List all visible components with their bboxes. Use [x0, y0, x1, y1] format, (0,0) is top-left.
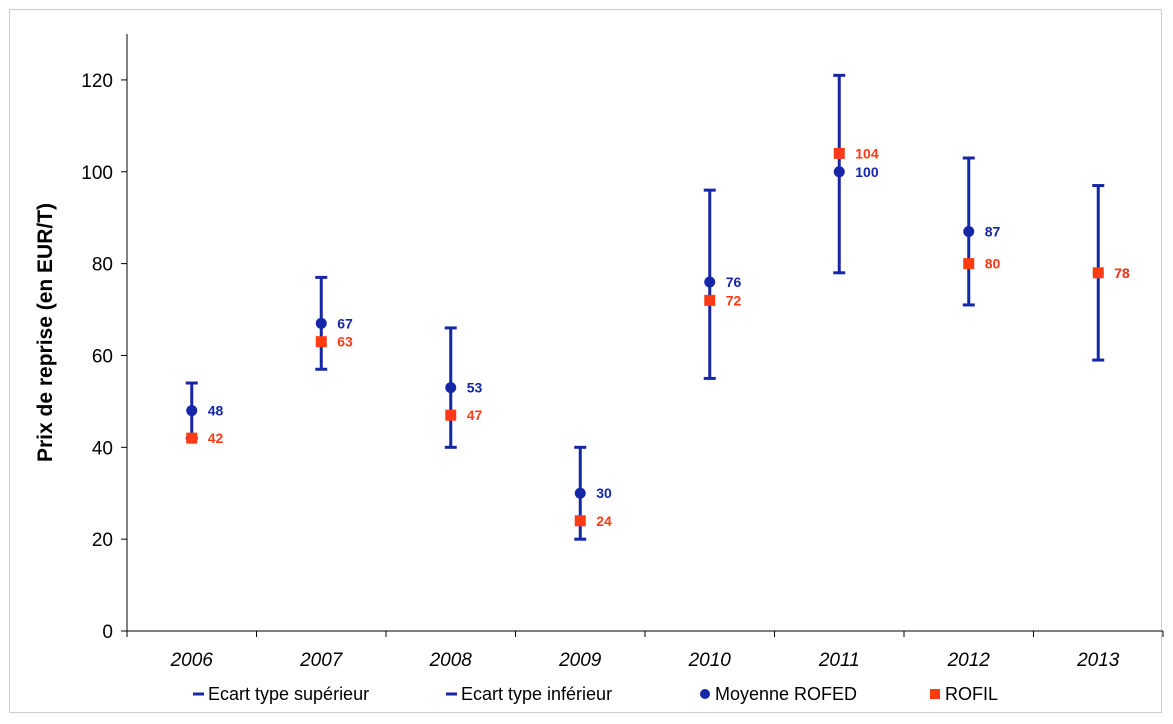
x-tick-label: 2009	[558, 650, 602, 671]
rofed-data-label: 87	[985, 223, 1001, 239]
legend-marker-square	[930, 689, 940, 699]
rofil-point	[1092, 267, 1104, 279]
legend-marker-circle	[700, 689, 710, 699]
rofil-point	[186, 432, 198, 444]
rofed-point	[445, 382, 457, 394]
y-tick-label: 40	[92, 438, 113, 459]
rofed-data-label: 100	[855, 164, 879, 180]
rofed-data-label: 48	[208, 403, 224, 419]
y-axis-title: Prix de reprise (en EUR/T)	[34, 203, 57, 462]
rofil-data-label: 104	[855, 145, 879, 161]
legend-label: Moyenne ROFED	[715, 684, 857, 704]
rofil-point	[704, 294, 716, 306]
x-tick-label: 2006	[170, 650, 214, 671]
y-tick-label: 60	[92, 346, 113, 367]
legend-label: ROFIL	[945, 684, 998, 704]
rofil-point	[833, 147, 845, 159]
legend-label: Ecart type inférieur	[461, 684, 612, 704]
rofed-data-label: 67	[337, 315, 353, 331]
x-tick-label: 2008	[429, 650, 473, 671]
rofil-data-label: 78	[1114, 265, 1130, 281]
rofed-point	[704, 276, 716, 288]
rofil-data-label: 72	[726, 292, 742, 308]
rofil-point	[445, 409, 457, 421]
rofil-data-label: 42	[208, 430, 224, 446]
rofed-data-label: 53	[467, 380, 483, 396]
y-tick-label: 120	[81, 71, 113, 92]
legend-label: Ecart type supérieur	[208, 684, 369, 704]
x-tick-label: 2012	[947, 650, 991, 671]
rofil-point	[315, 336, 327, 348]
y-tick-label: 0	[102, 622, 113, 643]
rofed-data-label: 76	[726, 274, 742, 290]
rofil-data-label: 63	[337, 334, 353, 350]
rofed-data-label: 78	[1114, 265, 1130, 281]
rofil-data-label: 47	[467, 407, 483, 423]
x-tick-label: 2010	[688, 650, 732, 671]
y-tick-label: 80	[92, 255, 113, 276]
rofil-data-label: 80	[985, 256, 1001, 272]
rofil-data-label: 24	[596, 513, 612, 529]
y-tick-label: 100	[81, 163, 113, 184]
rofed-point	[963, 225, 975, 237]
rofed-point	[574, 487, 586, 499]
x-tick-label: 2007	[299, 650, 344, 671]
x-tick-label: 2013	[1076, 650, 1120, 671]
rofed-data-label: 30	[596, 485, 612, 501]
chart-frame	[9, 9, 1162, 713]
rofed-point	[186, 405, 198, 417]
rofed-point	[833, 166, 845, 178]
rofed-point	[315, 317, 327, 329]
rofil-point	[963, 258, 975, 270]
y-tick-label: 20	[92, 530, 113, 551]
x-tick-label: 2011	[818, 650, 860, 671]
rofil-point	[574, 515, 586, 527]
